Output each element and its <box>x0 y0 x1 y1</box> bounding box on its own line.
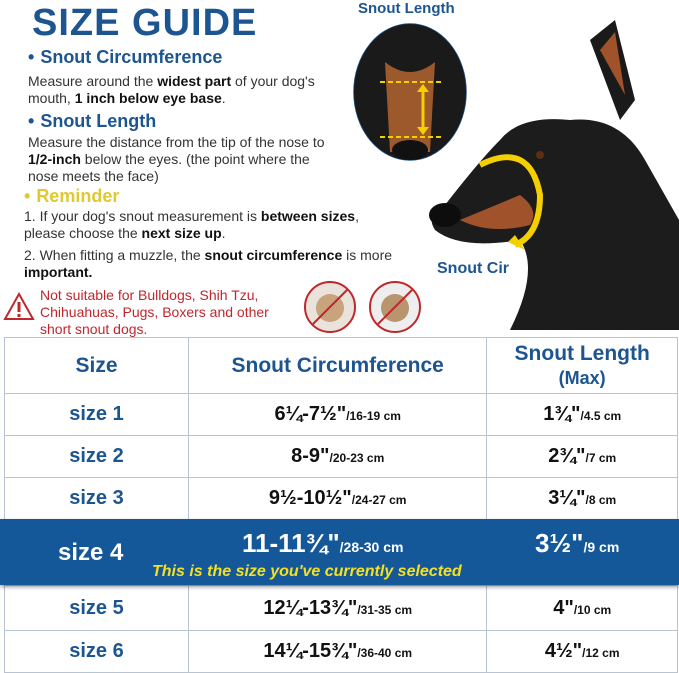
size-cell: size 4 <box>58 539 124 566</box>
len-cell: 1¾"/4.5 cm <box>486 393 678 436</box>
circ-cell: 8-9"/20-23 cm <box>187 435 488 478</box>
snout-closeup-image <box>353 23 467 161</box>
snout-length-label: Snout Length <box>358 0 455 17</box>
selected-size-note: This is the size you've currently select… <box>152 563 462 580</box>
snout-length-text: Measure the distance from the tip of the… <box>28 134 325 184</box>
len-cell: 3½"/9 cm <box>535 528 620 558</box>
header-size: Size <box>4 337 189 394</box>
circ-cell: 12¼-13¾"/31-35 cm <box>187 585 488 631</box>
table-row[interactable]: size 5 12¼-13¾"/31-35 cm 4"/10 cm <box>4 585 678 631</box>
len-cell: 3¼"/8 cm <box>486 477 678 520</box>
table-row[interactable]: size 6 14¼-15¾"/36-40 cm 4½"/12 cm <box>4 630 678 673</box>
snout-circumference-text: Measure around the widest part of your d… <box>28 73 315 106</box>
warning-icon <box>3 292 35 320</box>
size-cell: size 1 <box>4 393 189 436</box>
len-cell: 4"/10 cm <box>486 585 678 631</box>
header-snout-length: Snout Length (Max) <box>486 337 678 394</box>
snout-length-heading: • Snout Length <box>28 111 157 131</box>
reminder-heading: • Reminder <box>24 186 120 206</box>
circ-cell: 6¼-7½"/16-19 cm <box>187 393 488 436</box>
circ-cell: 14¼-15¾"/36-40 cm <box>187 630 488 673</box>
selected-size-row[interactable]: size 4 11-11¾"/28-30 cm 3½"/9 cm This is… <box>0 519 679 585</box>
snout-circumference-heading: • Snout Circumference <box>28 47 223 67</box>
shih-tzu-prohibited-icon <box>369 281 421 333</box>
bulldog-prohibited-icon <box>304 281 356 333</box>
table-row[interactable]: size 3 9½-10½"/24-27 cm 3¼"/8 cm <box>4 477 678 520</box>
size-cell: size 3 <box>4 477 189 520</box>
reminder-2: 2. When fitting a muzzle, the snout circ… <box>24 247 393 280</box>
warning-text: Not suitable for Bulldogs, Shih Tzu, Chi… <box>40 287 269 337</box>
table-row[interactable]: size 2 8-9"/20-23 cm 2¾"/7 cm <box>4 435 678 478</box>
size-table: Size Snout Circumference Snout Length (Ma… <box>4 337 678 673</box>
size-cell: size 2 <box>4 435 189 478</box>
snout-cir-label: Snout Cir <box>437 260 509 277</box>
table-header-row: Size Snout Circumference Snout Length (Ma… <box>4 337 678 394</box>
doberman-image <box>429 20 679 330</box>
page-title: SIZE GUIDE <box>32 2 258 44</box>
circ-cell: 11-11¾"/28-30 cm <box>242 528 404 558</box>
size-cell: size 6 <box>4 630 189 673</box>
circ-cell: 9½-10½"/24-27 cm <box>187 477 488 520</box>
size-cell: size 5 <box>4 585 189 631</box>
table-row[interactable]: size 1 6¼-7½"/16-19 cm 1¾"/4.5 cm <box>4 393 678 436</box>
len-cell: 4½"/12 cm <box>486 630 678 673</box>
reminder-1: 1. If your dog's snout measurement is be… <box>24 208 359 241</box>
header-snout-circumference: Snout Circumference <box>187 337 488 394</box>
len-cell: 2¾"/7 cm <box>486 435 678 478</box>
